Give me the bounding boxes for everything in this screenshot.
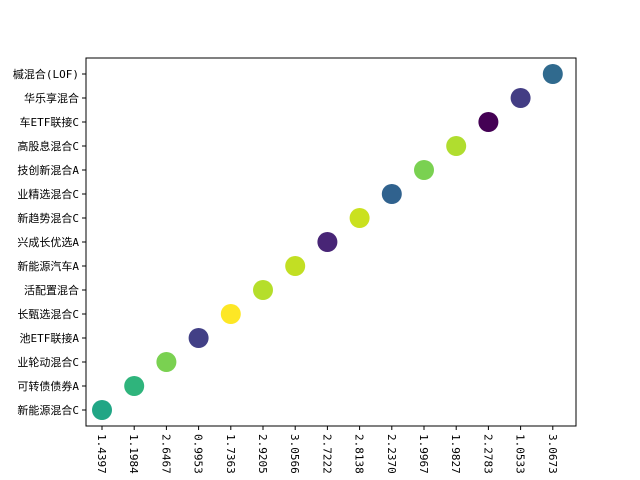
x-tick-label: 3.0673 <box>546 434 559 474</box>
x-tick-label: 2.8138 <box>353 434 366 474</box>
data-point <box>124 376 145 396</box>
data-point <box>542 64 563 84</box>
y-tick-label: 活配置混合 <box>24 283 79 297</box>
data-point <box>188 328 209 348</box>
data-point <box>285 256 306 276</box>
x-tick-label: 1.9827 <box>449 434 462 474</box>
x-tick-label: 2.7222 <box>320 434 333 474</box>
data-point <box>446 136 467 156</box>
y-tick-label: 业轮动混合C <box>17 355 79 369</box>
x-tick-label: 1.9967 <box>417 434 430 474</box>
x-tick-label: 2.2370 <box>385 434 398 474</box>
x-tick-label: 3.0566 <box>288 434 301 474</box>
y-tick-label: 可转债债券A <box>17 379 79 393</box>
data-point <box>381 184 402 204</box>
y-tick-label: 长甄选混合C <box>17 307 79 321</box>
y-tick-label: 兴成长优选A <box>17 236 79 249</box>
y-tick-label: 业精选混合C <box>17 187 79 201</box>
x-tick-label: 1.7363 <box>224 434 237 474</box>
y-tick-label: 新能源汽车A <box>17 259 79 273</box>
data-point <box>317 232 338 252</box>
x-tick-label: 1.1984 <box>127 434 140 474</box>
y-tick-label: 技创新混合A <box>17 163 79 177</box>
x-tick-label: 2.2783 <box>481 434 494 474</box>
y-tick-label: 槭混合(LOF) <box>13 67 79 81</box>
y-tick-label: 新能源混合C <box>17 403 79 417</box>
y-tick-label: 新趋势混合C <box>17 211 79 225</box>
data-point <box>92 400 112 420</box>
data-point <box>220 304 241 324</box>
y-tick-label: 华乐享混合 <box>24 91 79 105</box>
x-tick-label: 0.9953 <box>192 434 205 474</box>
data-point <box>478 112 499 132</box>
x-tick-label: 1.0533 <box>514 434 527 474</box>
y-tick-label: 高股息混合C <box>17 139 79 153</box>
data-point <box>349 208 370 228</box>
y-tick-label: 池ETF联接A <box>20 332 80 345</box>
data-point <box>253 280 273 300</box>
x-tick-label: 2.6467 <box>159 434 172 474</box>
data-point <box>414 160 434 180</box>
x-tick-label: 2.9205 <box>256 434 269 474</box>
x-tick-label: 1.4397 <box>95 434 108 474</box>
data-point <box>156 352 177 372</box>
y-tick-label: 车ETF联接C <box>20 115 80 129</box>
data-point <box>510 88 531 108</box>
